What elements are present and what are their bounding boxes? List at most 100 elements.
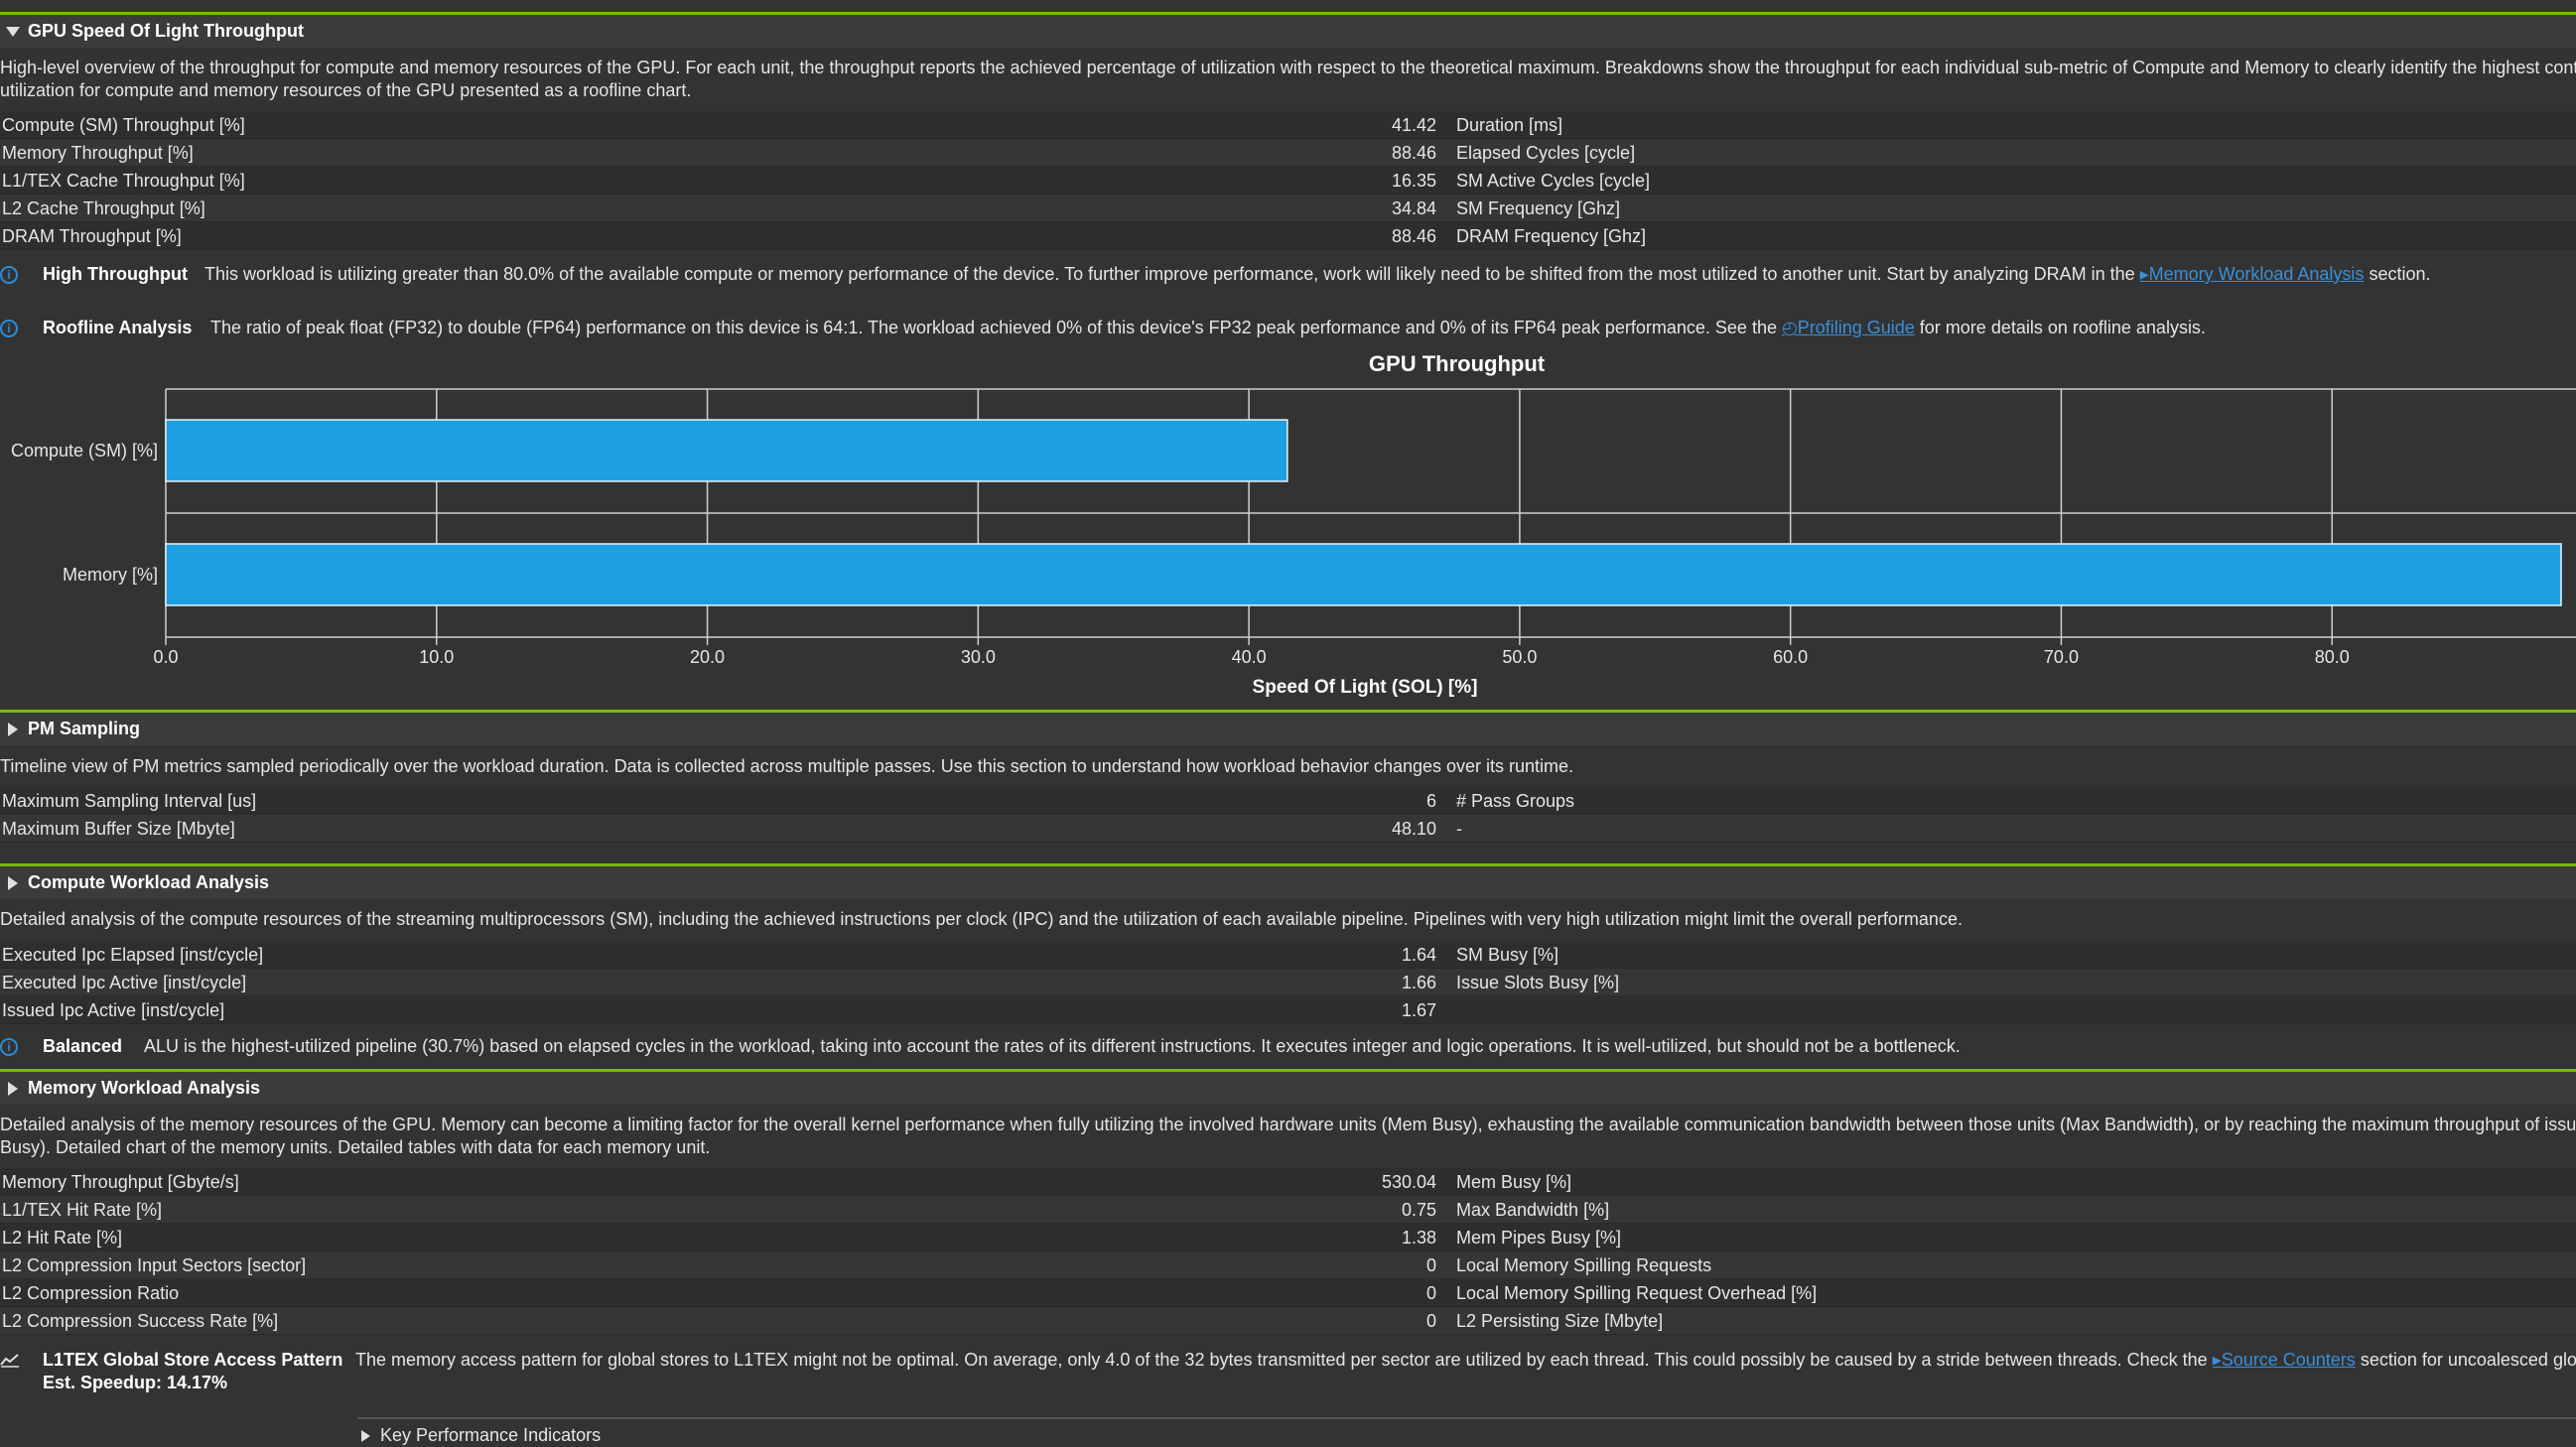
metric-label: SM Frequency [Ghz]: [1456, 198, 1621, 218]
expand-triangle-icon[interactable]: [8, 722, 18, 736]
metric-value: 530.04: [1381, 1172, 1436, 1192]
metric-value: 1.38: [1401, 1228, 1436, 1248]
expand-triangle-icon[interactable]: [8, 875, 18, 890]
metric-value: 48.10: [1391, 819, 1436, 839]
table-row: DRAM Throughput [%] 88.46 DRAM Frequency…: [0, 222, 2576, 250]
metric-label: L2 Persisting Size [Mbyte]: [1456, 1311, 1664, 1331]
metric-label: DRAM Throughput [%]: [2, 226, 182, 246]
gpu-throughput-chart: 0.0 10.0 20.0 30.0 40.0 50.0 60.0 70.0 80.0 Compu…: [11, 388, 2576, 698]
table-row: Executed Ipc Elapsed [inst/cycle] 1.64 S…: [0, 941, 2576, 969]
x-tick-label: 50.0: [1502, 647, 1537, 667]
rule-text: This workload is utilizing greater than …: [204, 264, 2431, 284]
metric-label: L2 Compression Ratio: [2, 1283, 180, 1303]
table-row: L2 Hit Rate [%] 1.38 Mem Pipes Busy [%]: [0, 1224, 2576, 1251]
rule-text: ALU is the highest-utilized pipeline (30…: [144, 1036, 1961, 1056]
metric-value: 1.67: [1401, 1000, 1436, 1020]
table-row: L2 Compression Ratio 0 Local Memory Spil…: [0, 1279, 2576, 1307]
table-row: Issued Ipc Active [inst/cycle] 1.67: [0, 996, 2576, 1024]
metric-value: 34.84: [1391, 198, 1436, 218]
rule-title: Balanced: [43, 1036, 123, 1056]
metric-value: 41.42: [1391, 115, 1436, 135]
metric-label: Issue Slots Busy [%]: [1456, 973, 1620, 992]
x-axis-label: Speed Of Light (SOL) [%]: [1253, 677, 1478, 698]
metric-label: Max Bandwidth [%]: [1456, 1200, 1610, 1220]
metric-label: Maximum Buffer Size [Mbyte]: [2, 819, 235, 839]
section-title: PM Sampling: [28, 719, 141, 738]
table-row: L2 Compression Success Rate [%] 0 L2 Per…: [0, 1307, 2576, 1335]
bar-compute: [165, 419, 1288, 482]
x-tick-label: 30.0: [961, 647, 996, 667]
metric-label: Mem Pipes Busy [%]: [1456, 1228, 1622, 1248]
info-icon: i: [0, 320, 18, 337]
metric-label: Maximum Sampling Interval [us]: [2, 791, 257, 811]
bar-memory: [165, 543, 2562, 606]
section-description: High-level overview of the throughput fo…: [0, 58, 2576, 77]
info-icon: i: [0, 1038, 18, 1056]
memory-workload-analysis-link[interactable]: ▸Memory Workload Analysis: [2139, 264, 2365, 284]
kpi-label: Key Performance Indicators: [380, 1425, 602, 1445]
metric-label: # Pass Groups: [1456, 791, 1575, 811]
table-row: Memory Throughput [Gbyte/s] 530.04 Mem B…: [0, 1168, 2576, 1196]
table-row: Executed Ipc Active [inst/cycle] 1.66 Is…: [0, 969, 2576, 996]
metric-label: L1/TEX Hit Rate [%]: [2, 1200, 163, 1220]
metric-label: Memory Throughput [%]: [2, 143, 194, 163]
chart-title: GPU Throughput: [1368, 351, 1546, 376]
metric-label: Issued Ipc Active [inst/cycle]: [2, 1000, 225, 1020]
profiling-guide-link[interactable]: ◴Profiling Guide: [1781, 318, 1915, 337]
metric-label: Executed Ipc Active [inst/cycle]: [2, 973, 247, 992]
section-header-pm-sampling[interactable]: PM Sampling: [0, 713, 2576, 745]
section-description: Timeline view of PM metrics sampled peri…: [0, 756, 1574, 776]
table-row: Memory Throughput [%] 88.46 Elapsed Cycl…: [0, 139, 2576, 167]
metric-label: Compute (SM) Throughput [%]: [2, 115, 245, 135]
metric-label: Executed Ipc Elapsed [inst/cycle]: [2, 945, 264, 965]
source-counters-link[interactable]: ▸Source Counters: [2212, 1350, 2356, 1370]
rule-title: Roofline Analysis: [43, 318, 193, 337]
metric-label: Local Memory Spilling Requests: [1456, 1255, 1712, 1275]
collapse-triangle-icon[interactable]: [6, 26, 20, 37]
y-category-label: Compute (SM) [%]: [11, 441, 158, 460]
metric-label: L2 Cache Throughput [%]: [2, 198, 205, 218]
expand-triangle-icon[interactable]: [8, 1081, 18, 1096]
metric-value: 1.66: [1401, 973, 1436, 992]
section-header-memory-workload[interactable]: Memory Workload Analysis: [0, 1072, 2576, 1105]
table-row: Compute (SM) Throughput [%] 41.42 Durati…: [0, 111, 2576, 139]
section-header-compute-workload[interactable]: Compute Workload Analysis: [0, 866, 2576, 899]
table-row: Maximum Buffer Size [Mbyte] 48.10 -: [0, 815, 2576, 843]
x-tick-label: 40.0: [1232, 647, 1267, 667]
metric-value: 6: [1425, 791, 1436, 811]
section-description: Detailed analysis of the memory resource…: [0, 1115, 2576, 1134]
est-speedup: Est. Speedup: 14.17%: [43, 1373, 228, 1392]
section-header-sol[interactable]: GPU Speed Of Light Throughput: [0, 15, 2576, 48]
x-tick-label: 70.0: [2044, 647, 2079, 667]
x-tick-label: 20.0: [690, 647, 725, 667]
x-tick-label: 60.0: [1773, 647, 1808, 667]
metric-label: -: [1456, 819, 1462, 839]
section-divider: [0, 1069, 2576, 1072]
section-description: Detailed analysis of the compute resourc…: [0, 909, 1963, 929]
rule-text: The memory access pattern for global sto…: [355, 1350, 2576, 1370]
metric-value: 88.46: [1391, 143, 1436, 163]
trend-chart-icon: [0, 1354, 19, 1368]
metric-label: Elapsed Cycles [cycle]: [1456, 143, 1636, 163]
section-description: Busy). Detailed chart of the memory unit…: [0, 1137, 711, 1157]
x-tick-label: 0.0: [153, 647, 178, 667]
section-title: Compute Workload Analysis: [28, 872, 270, 892]
table-row: Maximum Sampling Interval [us] 6 # Pass …: [0, 787, 2576, 815]
metric-value: 0: [1425, 1311, 1436, 1331]
metric-label: Duration [ms]: [1456, 115, 1563, 135]
y-category-label: Memory [%]: [63, 565, 158, 585]
metric-label: DRAM Frequency [Ghz]: [1456, 226, 1647, 246]
section-title: Memory Workload Analysis: [28, 1078, 261, 1098]
x-tick-label: 10.0: [419, 647, 454, 667]
metric-value: 0: [1425, 1255, 1436, 1275]
metric-value: 16.35: [1391, 171, 1436, 191]
x-tick-label: 80.0: [2315, 647, 2350, 667]
expand-triangle-icon[interactable]: [361, 1429, 370, 1442]
section-divider: [0, 863, 2576, 866]
table-row: L2 Cache Throughput [%] 34.84 SM Frequen…: [0, 195, 2576, 222]
metric-value: 88.46: [1391, 226, 1436, 246]
rule-text: The ratio of peak float (FP32) to double…: [210, 318, 2206, 337]
section-description: utilization for compute and memory resou…: [0, 80, 692, 100]
kpi-expander[interactable]: Key Performance Indicators: [357, 1417, 2576, 1446]
section-divider: [0, 710, 2576, 713]
